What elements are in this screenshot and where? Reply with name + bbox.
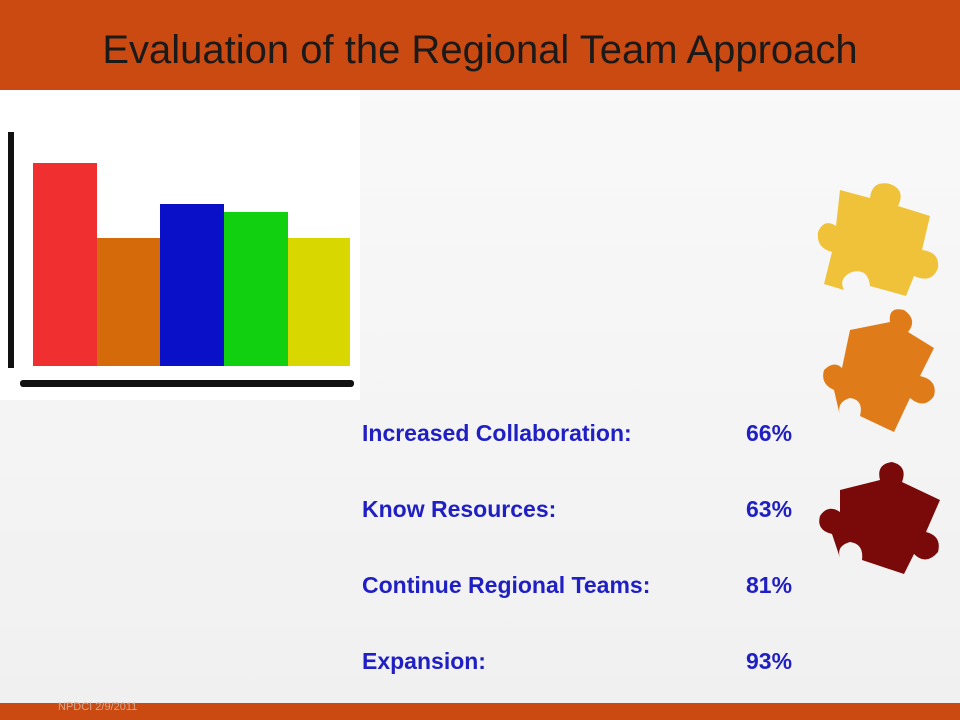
puzzle-decoration	[817, 183, 940, 574]
item-label: Know Resources:	[362, 496, 557, 522]
header-bar	[0, 0, 960, 90]
footer-bar	[0, 703, 960, 720]
item-label: Increased Collaboration:	[362, 420, 632, 446]
item-value: 93%	[746, 648, 793, 674]
item-label: Continue Regional Teams:	[362, 572, 651, 598]
item-value: 81%	[746, 572, 793, 598]
bar-chart-clipart	[0, 90, 360, 400]
slide-title: Evaluation of the Regional Team Approach	[102, 28, 858, 72]
item-value: 63%	[746, 496, 793, 522]
footer-text: NPDCI 2/9/2011	[58, 701, 138, 713]
item-label: Expansion:	[362, 648, 486, 674]
item-value: 66%	[746, 420, 793, 446]
